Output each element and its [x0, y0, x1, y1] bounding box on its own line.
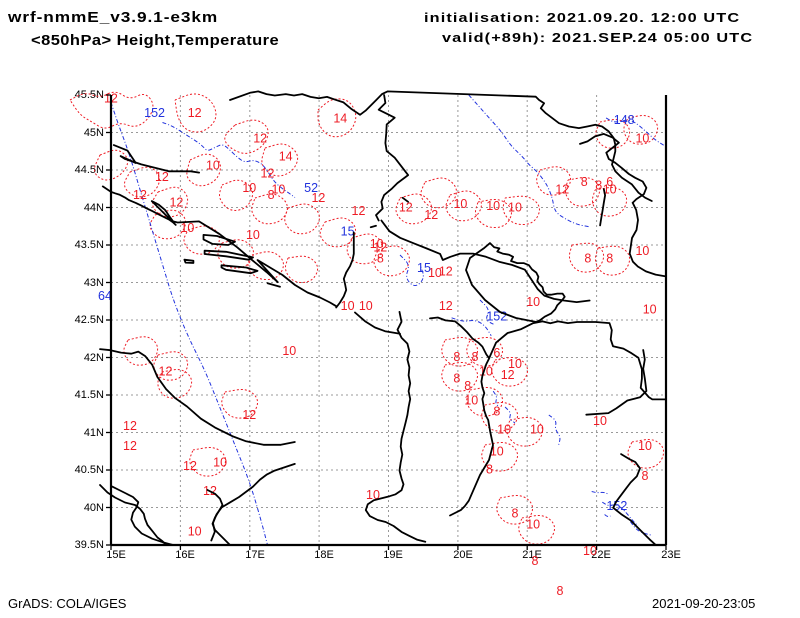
svg-text:8: 8	[472, 350, 479, 364]
svg-text:8: 8	[377, 252, 384, 266]
svg-text:8: 8	[642, 469, 649, 483]
svg-text:152: 152	[144, 106, 165, 120]
svg-text:10: 10	[643, 302, 657, 316]
svg-text:148: 148	[614, 113, 635, 127]
svg-text:10: 10	[242, 181, 256, 195]
svg-text:12: 12	[439, 299, 453, 313]
svg-text:12: 12	[155, 170, 169, 184]
svg-text:8: 8	[606, 252, 613, 266]
svg-text:12: 12	[261, 166, 275, 180]
svg-text:12: 12	[183, 459, 197, 473]
svg-text:52: 52	[304, 181, 318, 195]
svg-text:10: 10	[271, 182, 285, 196]
svg-text:10: 10	[486, 199, 500, 213]
svg-text:12: 12	[159, 364, 173, 378]
svg-text:10: 10	[635, 244, 649, 258]
svg-text:12: 12	[169, 195, 183, 209]
svg-text:10: 10	[497, 423, 511, 437]
svg-text:152: 152	[486, 310, 507, 324]
svg-text:10: 10	[526, 517, 540, 531]
svg-text:12: 12	[242, 408, 256, 422]
svg-text:10: 10	[526, 295, 540, 309]
svg-text:8: 8	[532, 554, 539, 568]
svg-text:10: 10	[282, 344, 296, 358]
svg-text:10: 10	[206, 158, 220, 172]
svg-text:10: 10	[341, 299, 355, 313]
svg-text:15: 15	[341, 225, 355, 239]
svg-text:12: 12	[352, 204, 366, 218]
svg-text:10: 10	[593, 414, 607, 428]
svg-text:10: 10	[530, 423, 544, 437]
svg-text:12: 12	[555, 182, 569, 196]
svg-text:12: 12	[133, 188, 147, 202]
svg-text:12: 12	[188, 106, 202, 120]
svg-text:10: 10	[464, 394, 478, 408]
svg-text:14: 14	[279, 150, 293, 164]
svg-text:12: 12	[501, 368, 515, 382]
svg-text:10: 10	[213, 455, 227, 469]
svg-text:8: 8	[453, 350, 460, 364]
svg-text:8: 8	[557, 584, 564, 598]
svg-text:8: 8	[464, 379, 471, 393]
svg-text:8: 8	[595, 179, 602, 193]
svg-text:10: 10	[359, 299, 373, 313]
svg-text:10: 10	[188, 525, 202, 539]
svg-text:10: 10	[508, 201, 522, 215]
svg-text:12: 12	[399, 201, 413, 215]
svg-text:12: 12	[253, 131, 267, 145]
svg-text:15: 15	[417, 261, 431, 275]
svg-text:8: 8	[581, 175, 588, 189]
svg-text:10: 10	[246, 228, 260, 242]
svg-text:12: 12	[123, 439, 137, 453]
svg-text:10: 10	[638, 439, 652, 453]
svg-text:8: 8	[493, 404, 500, 418]
svg-text:12: 12	[123, 419, 137, 433]
svg-text:14: 14	[333, 112, 347, 126]
svg-text:8: 8	[584, 252, 591, 266]
svg-text:12: 12	[439, 265, 453, 279]
svg-text:8: 8	[453, 372, 460, 386]
svg-text:10: 10	[453, 197, 467, 211]
svg-text:12: 12	[424, 208, 438, 222]
svg-text:8: 8	[512, 506, 519, 520]
svg-text:10: 10	[635, 131, 649, 145]
